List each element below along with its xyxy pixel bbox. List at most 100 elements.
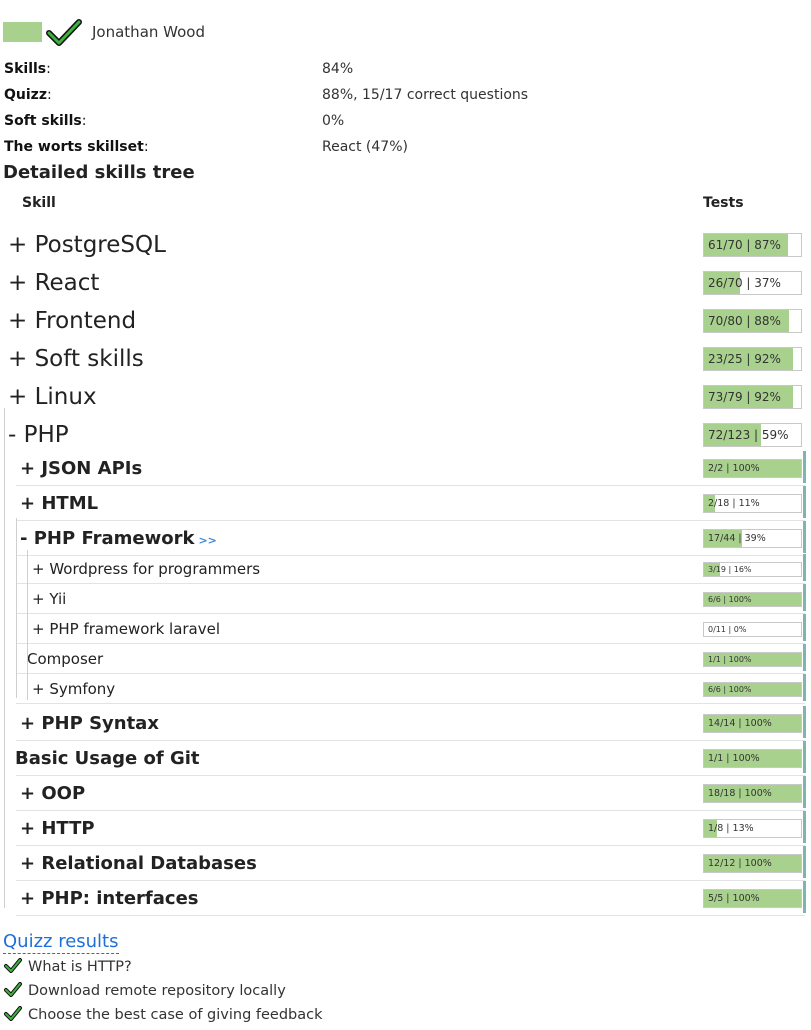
skill-toggle-frontend[interactable]: + Frontend — [8, 308, 137, 334]
tree-row-php-syntax: + PHP Syntax 14/14 | 100% — [0, 706, 811, 741]
progress-fill — [704, 495, 715, 512]
tests-progress-bar: 2/2 | 100% — [703, 459, 802, 478]
skill-toggle-symfony[interactable]: + Symfony — [32, 680, 116, 698]
row-marker — [803, 811, 806, 843]
summary-label-quizz: Quizz: — [4, 87, 52, 103]
progress-fill — [704, 348, 794, 370]
progress-text: 2/2 | 100% — [708, 463, 760, 474]
progress-fill — [704, 272, 740, 294]
tests-progress-bar: 2/18 | 11% — [703, 494, 802, 513]
summary-value-skills: 84% — [322, 61, 354, 77]
tests-progress-bar: 1/1 | 100% — [703, 651, 802, 667]
tests-progress-bar: 1/1 | 100% — [703, 749, 802, 768]
tree-guide-line — [4, 408, 5, 908]
tree-row-yii: + Yii 6/6 | 100% — [0, 584, 811, 614]
summary-value-quizz: 88%, 15/17 correct questions — [322, 87, 529, 103]
check-icon — [4, 982, 22, 997]
tree-guide-line — [27, 550, 28, 700]
tree-row-wordpress-for-programmers: + Wordpress for programmers 3/19 | 16% — [0, 554, 811, 584]
tree-row-symfony: + Symfony 6/6 | 100% — [0, 674, 811, 704]
skill-toggle-php-framework[interactable]: - PHP Framework >> — [20, 528, 217, 549]
tree-row-html: + HTML 2/18 | 11% — [0, 486, 811, 521]
tree-row-frontend: + Frontend 70/80 | 88% — [0, 302, 811, 340]
skill-toggle-postgresql[interactable]: + PostgreSQL — [8, 232, 166, 258]
tree-row-postgresql: + PostgreSQL 61/70 | 87% — [0, 226, 811, 264]
skill-toggle-composer[interactable]: Composer — [27, 650, 104, 668]
progress-fill — [704, 234, 789, 256]
row-marker — [803, 521, 806, 553]
row-divider — [16, 740, 805, 741]
skill-toggle-php-interfaces[interactable]: + PHP: interfaces — [20, 888, 199, 909]
progress-text: 23/25 | 92% — [708, 352, 781, 366]
skill-toggle-yii[interactable]: + Yii — [32, 590, 67, 608]
skill-toggle-wordpress-for-programmers[interactable]: + Wordpress for programmers — [32, 560, 261, 578]
row-marker — [803, 741, 806, 773]
row-divider — [16, 915, 805, 916]
row-divider — [16, 845, 805, 846]
progress-fill — [704, 460, 801, 477]
skill-toggle-basic-usage-of-git[interactable]: Basic Usage of Git — [15, 748, 200, 769]
row-divider — [16, 555, 805, 556]
tree-row-basic-usage-of-git: Basic Usage of Git 1/1 | 100% — [0, 741, 811, 776]
tree-row-php-framework: - PHP Framework >> 17/44 | 39% — [0, 521, 811, 556]
tree-row-react: + React 26/70 | 37% — [0, 264, 811, 302]
tree-row-json-apis: + JSON APIs 2/2 | 100% — [0, 451, 811, 486]
row-divider — [16, 613, 805, 614]
tests-progress-bar: 70/80 | 88% — [703, 309, 802, 333]
progress-text: 18/18 | 100% — [708, 788, 772, 799]
progress-text: 6/6 | 100% — [708, 684, 752, 694]
quiz-item: Download remote repository locally — [4, 982, 286, 999]
progress-fill — [704, 890, 801, 907]
user-name: Jonathan Wood — [92, 23, 205, 41]
skill-toggle-oop[interactable]: + OOP — [20, 783, 86, 804]
tests-progress-bar: 72/123 | 59% — [703, 423, 802, 447]
open-skill-link-icon[interactable]: >> — [198, 534, 217, 547]
skill-toggle-http[interactable]: + HTTP — [20, 818, 95, 839]
summary-label-skills: Skills: — [4, 61, 51, 77]
column-header-skill: Skill — [22, 195, 56, 211]
row-divider — [16, 880, 805, 881]
tests-progress-bar: 5/5 | 100% — [703, 889, 802, 908]
row-divider — [16, 775, 805, 776]
quiz-item-text: Download remote repository locally — [28, 983, 286, 999]
progress-fill — [704, 530, 742, 547]
row-divider — [16, 485, 805, 486]
skill-toggle-linux[interactable]: + Linux — [8, 384, 97, 410]
tests-progress-bar: 61/70 | 87% — [703, 233, 802, 257]
progress-text: 1/1 | 100% — [708, 753, 760, 764]
progress-fill — [704, 682, 801, 696]
row-marker — [803, 614, 806, 641]
column-header-tests: Tests — [703, 195, 744, 211]
skill-toggle-relational-databases[interactable]: + Relational Databases — [20, 853, 257, 874]
skill-toggle-php-framework-laravel[interactable]: + PHP framework laravel — [32, 620, 221, 638]
row-marker — [803, 644, 806, 671]
tests-progress-bar: 17/44 | 39% — [703, 529, 802, 548]
row-divider — [16, 583, 805, 584]
progress-fill — [704, 310, 790, 332]
summary-value-soft-skills: 0% — [322, 113, 345, 129]
tree-guide-line — [16, 518, 17, 698]
tree-row-php-interfaces: + PHP: interfaces 5/5 | 100% — [0, 881, 811, 916]
skill-toggle-html[interactable]: + HTML — [20, 493, 99, 514]
row-divider — [16, 703, 805, 704]
check-icon — [46, 18, 82, 48]
progress-fill — [704, 820, 717, 837]
progress-text: 5/5 | 100% — [708, 893, 760, 904]
quiz-results-link[interactable]: Quizz results — [3, 931, 119, 954]
progress-fill — [704, 652, 801, 666]
progress-fill — [704, 424, 762, 446]
skill-toggle-react[interactable]: + React — [8, 270, 100, 296]
row-marker — [803, 706, 806, 738]
skill-toggle-php[interactable]: - PHP — [8, 422, 69, 448]
row-divider — [16, 520, 805, 521]
skill-toggle-soft-skills[interactable]: + Soft skills — [8, 346, 144, 372]
quiz-item-text: What is HTTP? — [28, 959, 132, 975]
tree-row-php: - PHP 72/123 | 59% — [0, 416, 811, 454]
progress-text: 2/18 | 11% — [708, 498, 760, 509]
summary-value-worst-skillset: React (47%) — [322, 139, 408, 155]
quiz-item: Choose the best case of giving feedback — [4, 1006, 323, 1023]
tree-row-relational-databases: + Relational Databases 12/12 | 100% — [0, 846, 811, 881]
summary-label-worst-skillset: The worts skillset: — [4, 139, 149, 155]
skill-toggle-json-apis[interactable]: + JSON APIs — [20, 458, 143, 479]
skill-toggle-php-syntax[interactable]: + PHP Syntax — [20, 713, 159, 734]
